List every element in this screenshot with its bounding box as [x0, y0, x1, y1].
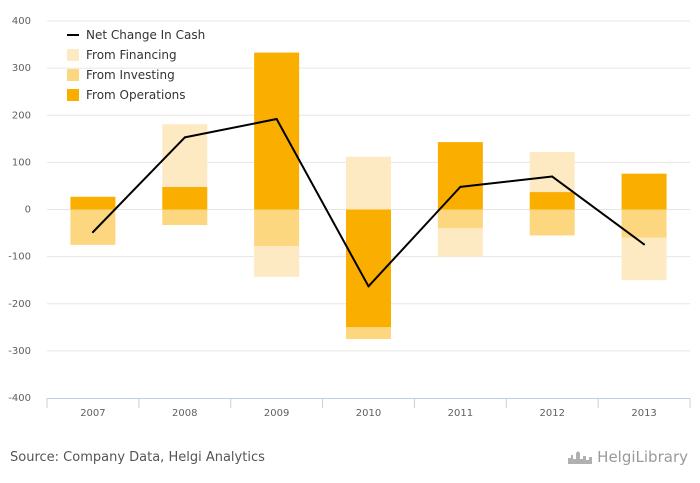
bar-from-operations [70, 196, 116, 210]
bar-from-investing [437, 209, 483, 229]
y-tick-label: 400 [12, 16, 31, 27]
bar-from-operations [621, 173, 667, 210]
brand-logo: HelgiLibrary [567, 448, 688, 466]
legend-label: Net Change In Cash [86, 28, 205, 42]
bar-from-financing [346, 156, 391, 210]
legend-label: From Operations [86, 88, 186, 102]
bar-from-operations [346, 209, 391, 328]
line-point [551, 175, 554, 178]
bar-from-financing [437, 228, 483, 257]
skyline-icon [568, 451, 593, 464]
brand-name: HelgiLibrary [597, 448, 688, 466]
bar-from-operations [529, 192, 575, 210]
bar-from-operations [437, 142, 483, 210]
x-tick-label: 2010 [356, 408, 381, 419]
bar-from-investing [162, 209, 208, 226]
x-tick-label: 2012 [539, 408, 564, 419]
bar-from-investing [254, 209, 300, 247]
bar-from-financing [529, 152, 575, 193]
y-tick-label: -100 [8, 252, 31, 263]
x-tick-label: 2011 [448, 408, 473, 419]
source-note: Source: Company Data, Helgi Analytics [10, 450, 265, 465]
y-axis: -400 -300 -200 -100 0 100 200 300 400 [8, 16, 31, 404]
y-tick-label: 0 [25, 205, 31, 216]
legend: Net Change In Cash From Financing From Inv… [67, 28, 205, 102]
line-point [275, 118, 278, 121]
y-tick-label: 100 [12, 157, 31, 168]
bar-from-operations [254, 52, 300, 210]
x-tick-label: 2013 [631, 408, 656, 419]
bars [70, 52, 667, 340]
legend-swatch [67, 69, 79, 81]
legend-swatch [67, 49, 79, 61]
y-tick-label: -200 [8, 299, 31, 310]
bar-from-operations [162, 186, 208, 210]
x-tick-label: 2009 [264, 408, 289, 419]
line-point [91, 231, 94, 234]
x-axis-labels: 2007 2008 2009 2010 2011 2012 2013 [80, 408, 657, 419]
line-point [459, 185, 462, 188]
line-point [643, 243, 646, 246]
bar-from-investing [346, 327, 391, 340]
line-point [367, 285, 370, 288]
y-tick-label: 300 [12, 63, 31, 74]
bar-from-investing [529, 209, 575, 236]
net-change-line [91, 118, 646, 288]
line-point [183, 136, 186, 139]
x-axis [46, 398, 691, 408]
x-tick-label: 2007 [80, 408, 105, 419]
legend-swatch [67, 89, 79, 101]
legend-label: From Financing [86, 48, 177, 62]
y-tick-label: 200 [12, 110, 31, 121]
bar-from-financing [254, 246, 300, 277]
y-tick-label: -300 [8, 346, 31, 357]
legend-label: From Investing [86, 68, 175, 82]
y-tick-label: -400 [8, 393, 31, 404]
x-tick-label: 2008 [172, 408, 197, 419]
